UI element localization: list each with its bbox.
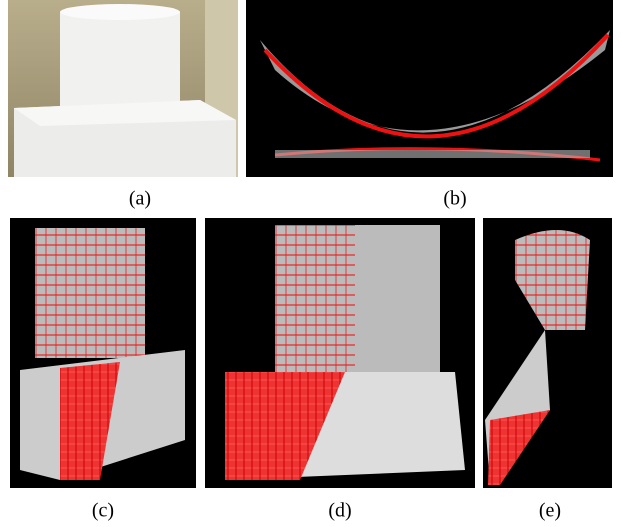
caption: (c)	[92, 500, 114, 522]
caption: (b)	[443, 188, 466, 210]
caption: (e)	[539, 500, 561, 522]
caption: (d)	[328, 500, 351, 522]
photo-a	[8, 0, 238, 177]
render-b	[246, 0, 613, 177]
render-d	[205, 218, 475, 488]
figure: (a) (b) (c) (d) (e)	[0, 0, 621, 527]
caption: (a)	[129, 188, 151, 210]
render-c	[10, 218, 196, 488]
render-e	[483, 218, 612, 488]
